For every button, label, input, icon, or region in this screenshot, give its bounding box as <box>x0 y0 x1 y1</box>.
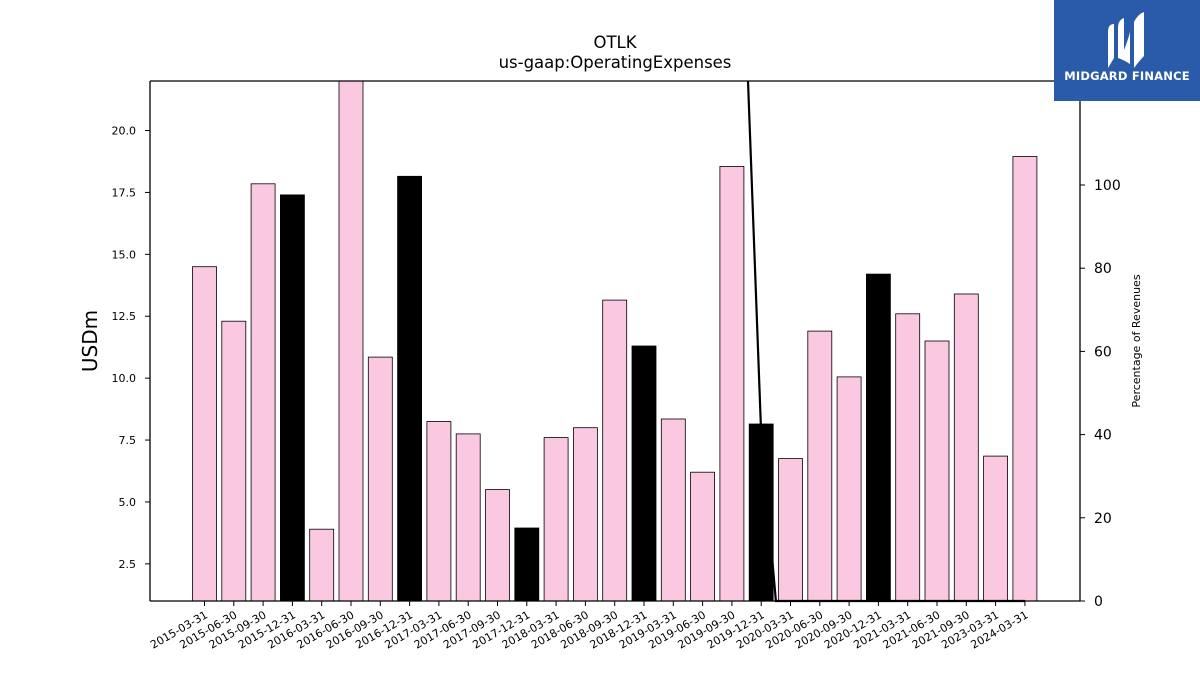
y-tick-label-2.5: 2.5 <box>119 558 137 571</box>
x-ticks-group: 2015-03-312015-06-302015-09-302015-12-31… <box>148 601 1030 652</box>
y-tick-label-20.0: 20.0 <box>112 125 137 138</box>
y-tick-label-15.0: 15.0 <box>112 248 137 261</box>
logo-text: MIDGARD FINANCE <box>1064 69 1190 83</box>
bar-2015-09-30 <box>250 183 276 602</box>
bar-2017-12-31 <box>514 527 540 602</box>
bar-group <box>192 80 1038 602</box>
bar-2020-03-31 <box>778 458 803 602</box>
bar-2016-06-30 <box>338 80 364 602</box>
y2-axis-label: Percentage of Revenues <box>1130 274 1143 407</box>
bar-2019-06-30 <box>690 471 715 602</box>
bar-2021-06-30 <box>924 340 950 602</box>
bar-2017-09-30 <box>485 489 510 602</box>
bar-2021-09-30 <box>953 293 979 602</box>
y2-ticks-group: 0 20 40 60 80 100 <box>1080 178 1121 610</box>
y-tick-label-12.5: 12.5 <box>112 310 137 323</box>
chart-subtitle: us-gaap:OperatingExpenses <box>499 53 732 72</box>
y2-tick-label-80: 80 <box>1094 261 1112 277</box>
bar-2017-03-31 <box>426 421 452 602</box>
y-tick-label-17.5: 17.5 <box>112 186 137 199</box>
bar-2018-09-30 <box>602 299 628 602</box>
y2-tick-label-20: 20 <box>1094 511 1112 527</box>
y2-tick-label-40: 40 <box>1094 428 1112 444</box>
bar-2017-06-30 <box>455 433 481 602</box>
bar-2016-09-30 <box>367 356 393 602</box>
bar-2016-03-31 <box>309 528 335 602</box>
bar-2019-09-30 <box>719 165 745 602</box>
y-tick-label-5.0: 5.0 <box>119 496 137 509</box>
y-axis-label: USDm <box>78 310 102 372</box>
y-tick-label-7.5: 7.5 <box>119 434 137 447</box>
logo-mark-icon <box>1108 12 1144 68</box>
bar-2018-06-30 <box>573 427 598 602</box>
bar-2020-09-30 <box>836 376 862 602</box>
bar-2015-06-30 <box>221 320 247 602</box>
y-tick-label-10.0: 10.0 <box>112 372 137 385</box>
bar-2018-03-31 <box>543 437 569 602</box>
y2-tick-label-60: 60 <box>1094 344 1112 360</box>
bar-2024-03-31 <box>1012 156 1038 602</box>
bar-2020-12-31 <box>866 273 891 602</box>
bar-2018-12-31 <box>631 345 657 602</box>
bar-2015-12-31 <box>279 194 305 602</box>
chart-title: OTLK <box>593 33 637 52</box>
bar-2015-03-31 <box>192 266 217 602</box>
bar-2019-03-31 <box>660 418 686 602</box>
y-ticks-group: 2.5 5.0 7.5 10.0 12.5 15.0 17.5 20.0 <box>112 125 150 571</box>
midgard-finance-logo: MIDGARD FINANCE <box>1054 0 1200 101</box>
bar-2019-12-31 <box>748 423 774 602</box>
y2-tick-label-100: 100 <box>1094 178 1121 194</box>
bar-2016-12-31 <box>397 175 423 602</box>
bar-2021-03-31 <box>895 313 921 602</box>
y2-tick-label-0: 0 <box>1094 594 1103 610</box>
bar-2020-06-30 <box>807 330 833 602</box>
bar-2023-03-31 <box>983 455 1008 602</box>
